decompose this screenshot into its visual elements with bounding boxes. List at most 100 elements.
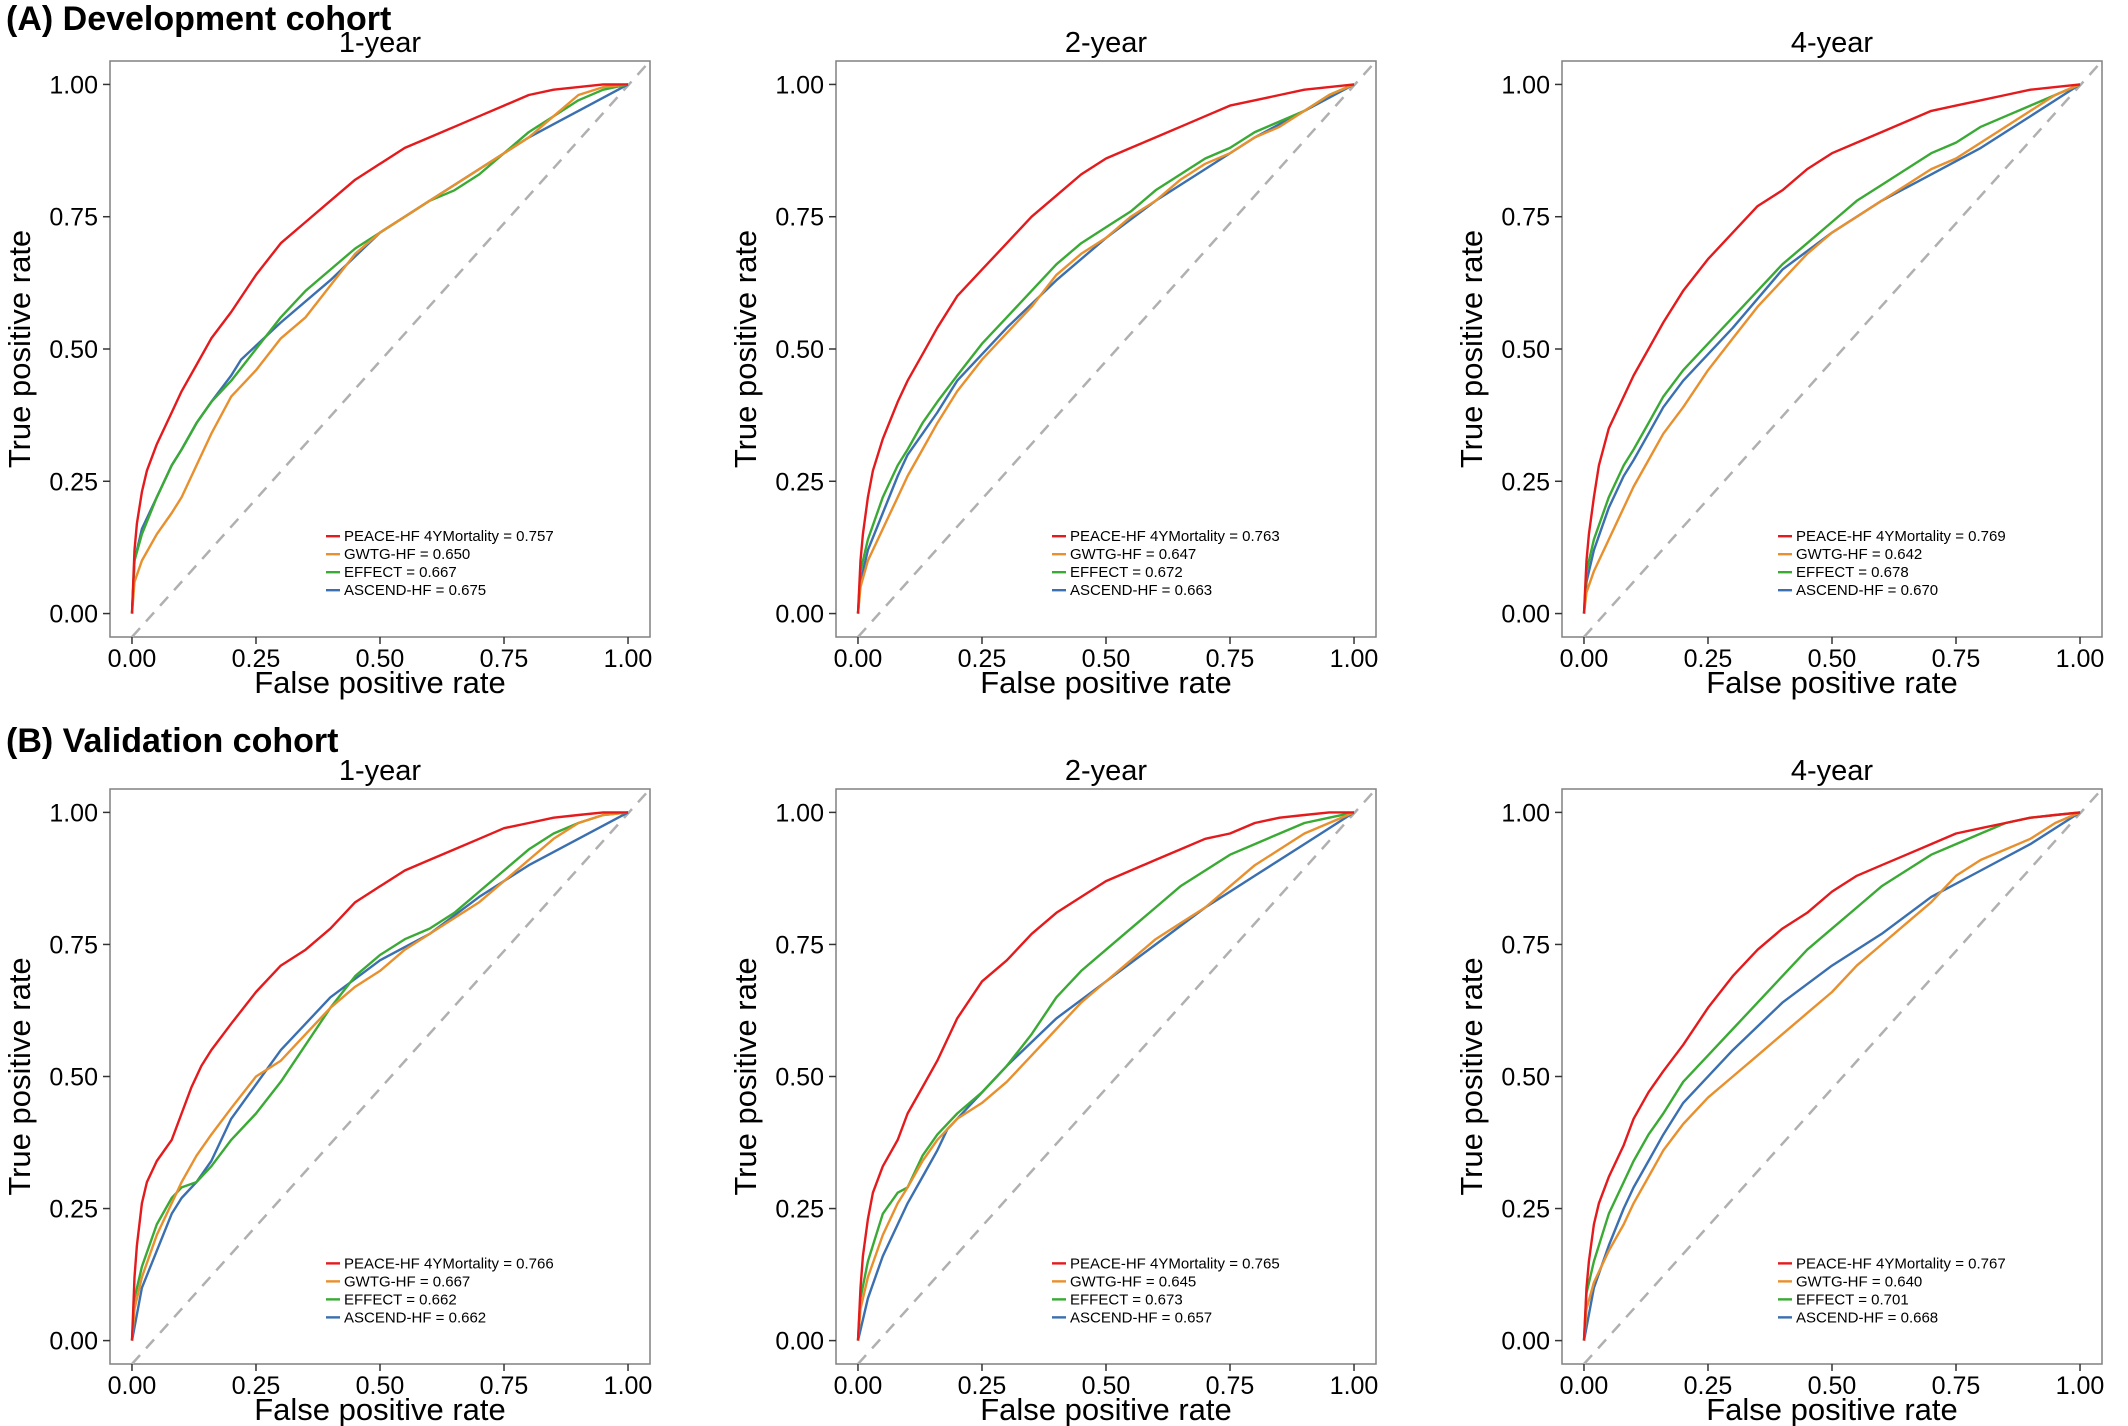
legend-entry: ASCEND-HF = 0.657 [1070, 1309, 1212, 1326]
x-tick-label: 0.00 [834, 1372, 883, 1400]
y-axis-title: True positive rate [1454, 230, 1489, 468]
roc-curve-peace-hf-4ymortality [856, 83, 1355, 614]
roc-curve-ascend-hf [856, 83, 1355, 614]
legend-entry: ASCEND-HF = 0.675 [344, 582, 486, 599]
roc-curve-gwtg-hf [1582, 83, 2081, 614]
roc-curve-gwtg-hf [1582, 811, 2081, 1341]
y-tick-label: 1.00 [775, 799, 824, 827]
roc-panel-1: 1-year 0.00 0.25 0.50 0.75 1.00 0.00 0.25 0.50 0.… [2, 27, 652, 700]
roc-curve-peace-hf-4ymortality [130, 811, 628, 1341]
x-axis-title: False positive rate [1706, 665, 1958, 700]
legend-entry: EFFECT = 0.673 [1070, 1291, 1183, 1308]
x-tick-label: 1.00 [604, 645, 653, 673]
x-tick-label: 0.75 [480, 1372, 529, 1400]
panel-title: 4-year [1791, 755, 1874, 787]
y-tick-label: 0.00 [775, 1328, 824, 1356]
panel-title: 1-year [339, 755, 422, 787]
roc-panel-4: 1-year 0.00 0.25 0.50 0.75 1.00 0.00 0.25 0.50 0.… [2, 755, 652, 1426]
x-tick-label: 0.25 [958, 645, 1007, 673]
x-tick-label: 0.75 [1206, 1372, 1255, 1400]
panel-title: 4-year [1791, 27, 1874, 59]
x-tick-label: 0.00 [108, 645, 157, 673]
roc-curve-peace-hf-4ymortality [1582, 811, 2081, 1341]
x-tick-label: 0.00 [834, 645, 883, 673]
x-tick-label: 1.00 [2056, 1372, 2105, 1400]
roc-curve-effect [130, 83, 629, 614]
y-tick-label: 0.50 [775, 336, 824, 364]
y-tick-label: 0.75 [49, 931, 98, 959]
x-tick-label: 0.00 [1560, 645, 1609, 673]
roc-curve-gwtg-hf [130, 83, 629, 614]
x-tick-label: 0.00 [108, 1372, 157, 1400]
legend-entry: ASCEND-HF = 0.670 [1796, 582, 1938, 599]
y-tick-label: 1.00 [1501, 799, 1550, 827]
roc-curve-peace-hf-4ymortality [1582, 83, 2081, 614]
y-tick-label: 0.25 [49, 468, 98, 496]
legend-entry: GWTG-HF = 0.647 [1070, 546, 1196, 563]
reference-diagonal-line [131, 788, 651, 1365]
y-tick-label: 0.50 [1501, 1064, 1550, 1092]
x-tick-label: 0.50 [1082, 645, 1131, 673]
y-tick-label: 0.50 [49, 336, 98, 364]
x-tick-label: 0.25 [958, 1372, 1007, 1400]
x-tick-label: 0.75 [1932, 645, 1981, 673]
x-tick-label: 0.75 [480, 645, 529, 673]
x-axis-title: False positive rate [980, 665, 1232, 700]
roc-curve-gwtg-hf [130, 811, 629, 1341]
reference-diagonal-line [857, 788, 1377, 1365]
roc-curve-ascend-hf [1582, 83, 2081, 614]
y-tick-label: 0.75 [1501, 931, 1550, 959]
panel-title: 2-year [1065, 755, 1148, 787]
y-tick-label: 1.00 [49, 799, 98, 827]
roc-curve-effect [856, 83, 1355, 614]
y-tick-label: 0.25 [775, 468, 824, 496]
y-tick-label: 0.50 [775, 1064, 824, 1092]
y-tick-label: 0.00 [49, 601, 98, 629]
legend-entry: EFFECT = 0.667 [344, 564, 457, 581]
section-title-validation: (B) Validation cohort [6, 722, 338, 760]
roc-panel-3: 4-year 0.00 0.25 0.50 0.75 1.00 0.00 0.25 0.50 0.… [1454, 27, 2104, 700]
y-tick-label: 0.00 [1501, 601, 1550, 629]
legend-entry: GWTG-HF = 0.640 [1796, 1273, 1922, 1290]
y-axis-title: True positive rate [2, 957, 37, 1195]
roc-curve-gwtg-hf [856, 83, 1355, 614]
panel-title: 2-year [1065, 27, 1148, 59]
y-tick-label: 0.50 [49, 1064, 98, 1092]
legend-entry: ASCEND-HF = 0.663 [1070, 582, 1212, 599]
legend-entry: PEACE-HF 4YMortality = 0.757 [344, 528, 554, 545]
legend-entry: EFFECT = 0.678 [1796, 564, 1909, 581]
y-axis-title: True positive rate [728, 957, 763, 1195]
x-tick-label: 0.50 [356, 1372, 405, 1400]
y-tick-label: 0.00 [775, 601, 824, 629]
x-tick-label: 0.50 [356, 645, 405, 673]
x-tick-label: 1.00 [604, 1372, 653, 1400]
roc-curve-peace-hf-4ymortality [130, 83, 628, 614]
y-tick-label: 0.50 [1501, 336, 1550, 364]
y-tick-label: 0.75 [775, 931, 824, 959]
x-tick-label: 0.50 [1808, 645, 1857, 673]
legend-entry: GWTG-HF = 0.645 [1070, 1273, 1196, 1290]
x-tick-label: 1.00 [1330, 1372, 1379, 1400]
roc-curve-ascend-hf [1582, 811, 2081, 1341]
x-tick-label: 0.50 [1808, 1372, 1857, 1400]
legend-entry: GWTG-HF = 0.667 [344, 1273, 470, 1290]
x-axis-title: False positive rate [254, 1392, 506, 1426]
legend-entry: EFFECT = 0.662 [344, 1291, 457, 1308]
x-tick-label: 1.00 [1330, 645, 1379, 673]
x-tick-label: 0.50 [1082, 1372, 1131, 1400]
y-tick-label: 0.25 [775, 1196, 824, 1224]
y-tick-label: 0.25 [1501, 1196, 1550, 1224]
reference-diagonal-line [1583, 788, 2103, 1365]
y-tick-label: 1.00 [775, 71, 824, 99]
y-tick-label: 0.00 [49, 1328, 98, 1356]
roc-curve-gwtg-hf [856, 811, 1355, 1341]
reference-diagonal-line [1583, 60, 2103, 638]
x-axis-title: False positive rate [1706, 1392, 1958, 1426]
roc-curve-effect [1582, 811, 2081, 1341]
legend-entry: ASCEND-HF = 0.668 [1796, 1309, 1938, 1326]
